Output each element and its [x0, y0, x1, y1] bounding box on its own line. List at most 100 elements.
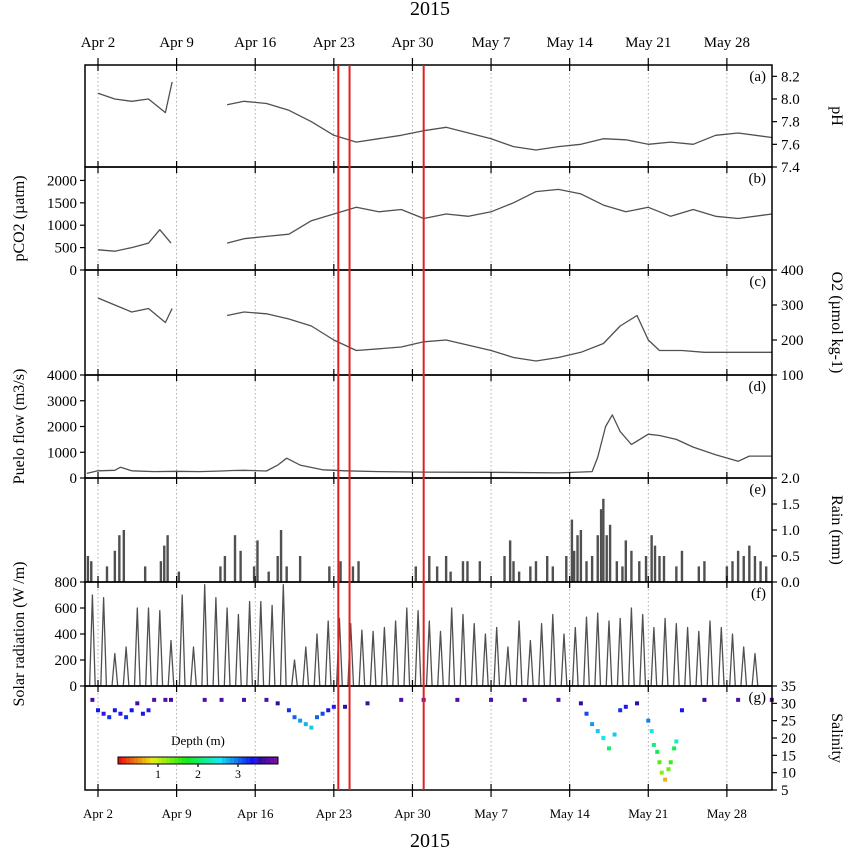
y-tick-label: 2000	[47, 420, 77, 436]
rain-bar	[351, 566, 355, 582]
y-tick-label: 7.6	[781, 137, 800, 153]
rain-bar	[697, 566, 701, 582]
colorbar-segment	[194, 757, 199, 764]
colorbar-segment	[222, 757, 227, 764]
salinity-point	[202, 697, 207, 702]
colorbar-segment	[250, 757, 255, 764]
salinity-point	[168, 697, 173, 702]
gridlines	[97, 65, 728, 790]
year-label-top: 2015	[410, 0, 450, 20]
colorbar-segment	[218, 757, 223, 764]
salinity-point	[275, 701, 280, 706]
panel-letter: (a)	[749, 69, 766, 85]
salinity-point	[455, 697, 460, 702]
y-tick-label: 10	[781, 766, 796, 782]
rain-bar	[624, 540, 628, 582]
salinity-point	[292, 715, 297, 720]
rain-bar	[644, 556, 648, 582]
colorbar-segment	[162, 757, 167, 764]
salinity-point	[286, 708, 291, 713]
y-tick-label: 8.2	[781, 69, 800, 85]
panel-frames	[80, 58, 777, 797]
rain-bar	[276, 556, 279, 582]
rain-bar	[444, 556, 448, 582]
rain-bar	[105, 566, 109, 582]
y-tick-label: 15	[781, 748, 796, 764]
colorbar-tick-label: 3	[235, 767, 241, 781]
rain-bar	[753, 556, 757, 582]
rain-bar	[414, 566, 418, 582]
rain-bar	[90, 561, 93, 582]
solar-radiation-line	[88, 583, 759, 687]
colorbar-segment	[230, 757, 235, 764]
y-tick-label: 200	[55, 653, 78, 669]
salinity-point	[606, 746, 611, 751]
colorbar-segment	[154, 757, 159, 764]
rain-bar	[759, 561, 762, 582]
salinity-point	[241, 697, 246, 702]
rain-bar	[599, 509, 603, 582]
panel-frame	[84, 64, 773, 168]
salinity-point	[101, 711, 106, 716]
panel-letter: (c)	[749, 274, 766, 290]
rain-bar	[579, 530, 583, 582]
colorbar-segment	[234, 757, 239, 764]
y-axis-label: O2 (µmol kg-1)	[828, 272, 845, 374]
salinity-point	[124, 715, 129, 720]
salinity-point	[107, 715, 112, 720]
date-tick-label-top: Apr 9	[159, 35, 194, 51]
colorbar-segment	[166, 757, 171, 764]
salinity-point	[674, 739, 679, 744]
salinity-point	[298, 718, 303, 723]
salinity-point	[612, 732, 617, 737]
rain-bar	[662, 556, 666, 582]
panel-letter: (d)	[749, 379, 767, 395]
salinity-point	[140, 711, 145, 716]
salinity-point	[309, 725, 314, 730]
rain-bar	[630, 550, 633, 582]
date-tick-label-bottom: May 7	[474, 806, 508, 821]
rain-bar	[608, 524, 612, 582]
colorbar-segment	[226, 757, 231, 764]
colorbar-segment	[214, 757, 219, 764]
rain-bar	[339, 561, 342, 582]
rain-bar	[357, 561, 360, 582]
rain-bar	[298, 556, 302, 582]
colorbar-segment	[190, 757, 195, 764]
rain-bar	[143, 566, 147, 582]
rain-bar	[223, 556, 227, 582]
panel-frame	[84, 269, 773, 376]
colorbar-segment	[274, 757, 279, 764]
colorbar-segment	[262, 757, 267, 764]
salinity-point	[118, 711, 123, 716]
colorbar-segment	[122, 757, 127, 764]
y-tick-label: 4000	[47, 368, 77, 384]
rain-bar	[166, 535, 169, 582]
y-tick-label: 0.0	[781, 575, 800, 591]
labels: Apr 2 Apr 2 Apr 9 Apr 9 Apr 16 Apr 16 Apr 23 Ap…	[11, 35, 845, 821]
rain-bar	[653, 545, 657, 582]
y-tick-label: 2.0	[781, 471, 800, 487]
salinity-point	[663, 777, 668, 782]
salinity-point	[672, 746, 677, 751]
colorbar-segment	[238, 757, 243, 764]
rain-bar	[113, 550, 117, 582]
rain-bar	[570, 519, 574, 582]
colorbar-segment	[206, 757, 211, 764]
colorbar-segment	[258, 757, 263, 764]
y-tick-label: 25	[781, 714, 796, 730]
y-axis-label: pCO2 (µatm)	[11, 175, 28, 261]
salinity-point	[489, 697, 494, 702]
rain-bar	[736, 550, 740, 582]
y-tick-label: 500	[55, 241, 78, 257]
y-tick-label: 30	[781, 696, 796, 712]
y-axis-label: Solar radiation (W /m)	[11, 562, 28, 707]
y-tick-label: 1.5	[781, 497, 800, 513]
rain-bar	[503, 556, 506, 582]
rain-bar	[742, 556, 745, 582]
panel-letter: (g)	[749, 690, 767, 706]
rain-bar	[658, 556, 661, 582]
salinity-point	[320, 711, 325, 716]
salinity-point	[96, 708, 100, 713]
